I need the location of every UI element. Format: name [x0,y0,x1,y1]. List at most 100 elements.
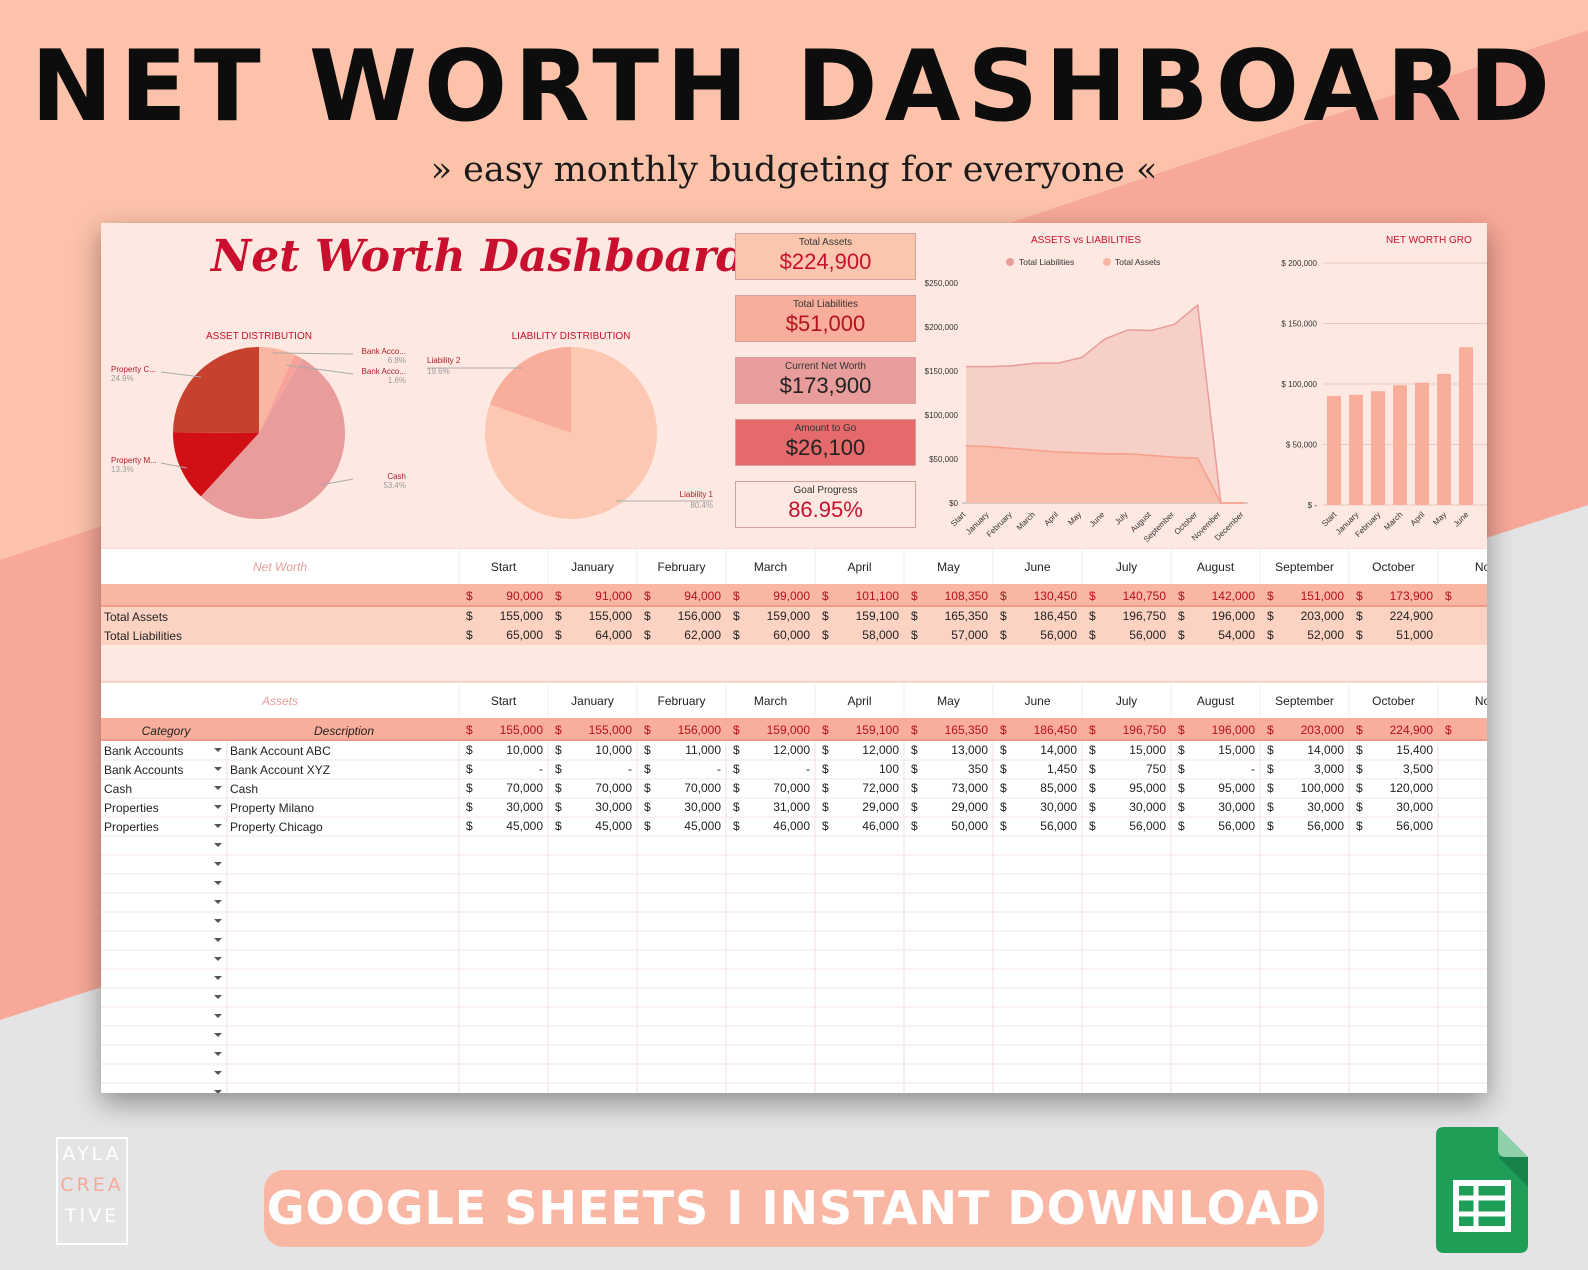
month-header: May [937,694,960,708]
callout-line [272,352,354,355]
currency-symbol: $ [1089,743,1096,757]
currency-symbol: $ [822,800,829,814]
month-header: June [1024,560,1050,574]
x-tick-label: April [1409,510,1427,528]
triangle-down-icon[interactable] [214,843,222,847]
currency-symbol: $ [1089,781,1096,795]
callout-line [160,462,188,469]
money-cell: 60,000 [773,628,810,642]
area-chart-title: ASSETS vs LIABILITIES [1031,235,1141,246]
currency-symbol: $ [555,589,562,603]
money-cell: 196,000 [1212,609,1256,623]
currency-symbol: $ [555,800,562,814]
slice-label: Property M... [111,456,157,465]
y-tick-label: $ 100,000 [1281,380,1317,389]
callout-line [320,478,354,486]
pie-slice [173,347,259,433]
currency-symbol: $ [1267,723,1274,737]
money-cell: - [1251,762,1255,776]
currency-symbol: $ [466,800,473,814]
month-header: August [1197,560,1235,574]
triangle-down-icon[interactable] [214,919,222,923]
money-cell: 108,350 [945,589,989,603]
money-cell: 100 [879,762,899,776]
triangle-down-icon[interactable] [214,767,222,771]
month-header: Start [491,694,517,708]
triangle-down-icon[interactable] [214,900,222,904]
money-cell: 30,000 [684,800,721,814]
currency-symbol: $ [555,628,562,642]
triangle-down-icon[interactable] [214,1033,222,1037]
y-tick-label: $200,000 [925,323,959,332]
month-header: May [937,560,960,574]
triangle-down-icon[interactable] [214,862,222,866]
money-cell: 155,000 [589,723,633,737]
currency-symbol: $ [466,743,473,757]
triangle-down-icon[interactable] [214,976,222,980]
triangle-down-icon[interactable] [214,995,222,999]
x-tick-label: Start [1320,510,1339,529]
money-cell: 155,000 [500,609,544,623]
money-cell: 50,000 [951,819,988,833]
triangle-down-icon[interactable] [214,1052,222,1056]
currency-symbol: $ [733,723,740,737]
triangle-down-icon[interactable] [214,1071,222,1075]
currency-symbol: $ [1267,781,1274,795]
money-cell: 91,000 [595,589,632,603]
month-header: October [1372,694,1415,708]
currency-symbol: $ [1445,723,1452,737]
x-tick-label: Start [949,510,968,529]
currency-symbol: $ [733,819,740,833]
triangle-down-icon[interactable] [214,881,222,885]
triangle-down-icon[interactable] [214,748,222,752]
money-cell: 203,000 [1301,723,1345,737]
networth-title: Net Worth [253,560,307,574]
slice-percent: 19.6% [427,367,450,376]
kpi-label: Amount to Go [794,423,857,434]
money-cell: 186,450 [1034,723,1078,737]
currency-symbol: $ [1178,589,1185,603]
currency-symbol: $ [644,800,651,814]
currency-symbol: $ [466,609,473,623]
currency-symbol: $ [733,628,740,642]
asset-distribution-pie [173,347,346,519]
net-worth-bar [1349,394,1363,505]
month-header: March [754,694,787,708]
currency-symbol: $ [644,723,651,737]
row-bg [101,607,1487,626]
money-cell: 85,000 [1040,781,1077,795]
triangle-down-icon[interactable] [214,1014,222,1018]
spacer-row [101,645,1487,682]
currency-symbol: $ [1089,628,1096,642]
money-cell: - [806,762,810,776]
triangle-down-icon[interactable] [214,957,222,961]
currency-symbol: $ [1178,819,1185,833]
currency-symbol: $ [911,589,918,603]
triangle-down-icon[interactable] [214,805,222,809]
triangle-down-icon[interactable] [214,938,222,942]
money-cell: - [717,762,721,776]
money-cell: 99,000 [773,589,810,603]
money-cell: 120,000 [1390,781,1434,795]
liabilities-line [965,445,1244,504]
triangle-down-icon[interactable] [214,1090,222,1093]
money-cell: 750 [1146,762,1166,776]
month-header: July [1116,560,1137,574]
triangle-down-icon[interactable] [214,786,222,790]
currency-symbol: $ [1000,819,1007,833]
net-worth-bar [1393,385,1407,505]
bar-chart-title: NET WORTH GRO [1386,235,1472,246]
y-tick-label: $0 [949,499,958,508]
money-cell: 29,000 [951,800,988,814]
month-header: September [1275,560,1334,574]
money-cell: 30,000 [595,800,632,814]
description-header: Description [314,724,374,738]
net-worth-bar [1371,391,1385,505]
triangle-down-icon[interactable] [214,824,222,828]
net-worth-growth-chart: NET WORTH GRO $ - $ 50,000 $ 100,000 $ 150,0… [1281,235,1487,539]
money-cell: 151,000 [1301,589,1345,603]
slice-label: Liability 2 [427,356,461,365]
money-cell: 196,750 [1123,609,1167,623]
description-cell: Bank Account XYZ [230,763,330,777]
month-header: No [1475,694,1487,708]
